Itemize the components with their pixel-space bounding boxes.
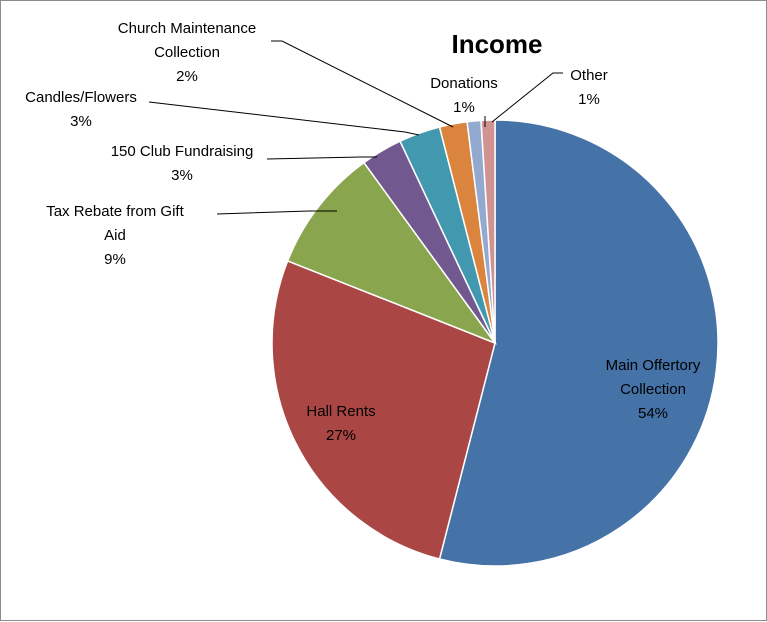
data-label-line: Donations bbox=[430, 75, 498, 92]
leader-line bbox=[266, 156, 377, 160]
data-label-line: 3% bbox=[70, 113, 92, 130]
data-label-line: Church Maintenance bbox=[118, 20, 256, 37]
data-label-line: 3% bbox=[171, 167, 193, 184]
data-label: Hall Rents 27% bbox=[306, 403, 375, 444]
pie-slice-hall-rents bbox=[271, 259, 496, 560]
data-label-line: Collection bbox=[154, 44, 220, 61]
data-label-line: 54% bbox=[638, 405, 668, 422]
data-label: Donations 1% bbox=[430, 75, 498, 116]
data-label: Candles/Flowers 3% bbox=[25, 89, 137, 130]
data-label-line: 1% bbox=[453, 99, 475, 116]
leader-line bbox=[271, 40, 454, 128]
data-label-line: 150 Club Fundraising bbox=[111, 143, 254, 160]
data-label-line: 9% bbox=[104, 251, 126, 268]
data-label-line: Other bbox=[570, 67, 608, 84]
data-label-line: Hall Rents bbox=[306, 403, 375, 420]
pie-slice-tax-rebate-from-gift-aid bbox=[286, 161, 498, 345]
data-label-line: Tax Rebate from Gift bbox=[46, 203, 184, 220]
pie-slices bbox=[271, 119, 719, 567]
leader-lines bbox=[148, 40, 563, 215]
data-label-line: 2% bbox=[176, 68, 198, 85]
data-label-line: Collection bbox=[620, 381, 686, 398]
data-label: Main Offertory Collection 54% bbox=[606, 357, 701, 422]
data-label-line: 27% bbox=[326, 427, 356, 444]
data-label-line: Candles/Flowers bbox=[25, 89, 137, 106]
data-label: Tax Rebate from Gift Aid 9% bbox=[46, 203, 184, 268]
data-label: Church Maintenance Collection 2% bbox=[118, 20, 256, 85]
data-label-line: Main Offertory bbox=[606, 357, 701, 374]
leader-line bbox=[216, 210, 337, 215]
data-label-line: Aid bbox=[104, 227, 126, 244]
pie-slice-main-offertory-collection bbox=[438, 119, 719, 567]
data-label: 150 Club Fundraising 3% bbox=[111, 143, 254, 184]
data-labels: Main Offertory Collection 54% Hall Rents 27%… bbox=[25, 20, 701, 444]
data-label: Other 1% bbox=[570, 67, 608, 108]
leader-line bbox=[491, 72, 563, 123]
data-label-line: 1% bbox=[578, 91, 600, 108]
chart-title: Income bbox=[451, 29, 542, 59]
leader-line bbox=[148, 101, 420, 136]
